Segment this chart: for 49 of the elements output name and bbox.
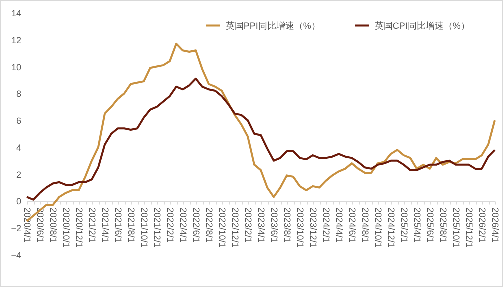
- x-tick-label: 2024/4/1: [334, 208, 344, 243]
- x-tick-label: 2022/10/1: [218, 208, 228, 248]
- x-tick-label: 2024/8/1: [360, 208, 370, 243]
- x-tick-label: 2021/2/1: [88, 208, 98, 243]
- x-tick-label: 2025/2/1: [400, 208, 410, 243]
- x-tick-label: 2024/12/1: [386, 208, 396, 248]
- x-tick-label: 2025/8/1: [438, 208, 448, 243]
- x-tick-label: 2025/10/1: [452, 208, 462, 248]
- y-tick-label: 0: [16, 196, 22, 207]
- x-tick-label: 2022/2/1: [166, 208, 176, 243]
- x-tick-label: 2024/10/1: [374, 208, 384, 248]
- x-tick-label: 2026/4/1: [490, 208, 500, 243]
- x-tick-label: 2025/12/1: [464, 208, 474, 248]
- x-tick-label: 2022/6/1: [192, 208, 202, 243]
- y-tick-label: 4: [16, 142, 22, 153]
- y-tick-label: 6: [16, 116, 22, 126]
- x-tick-label: 2022/12/1: [230, 208, 240, 248]
- y-tick-label: 12: [11, 35, 22, 46]
- x-tick-label: 2020/8/1: [48, 208, 58, 243]
- x-tick-label: 2021/10/1: [140, 208, 150, 248]
- y-tick-label: 8: [16, 89, 22, 100]
- x-tick-label: 2021/6/1: [114, 208, 124, 243]
- y-tick-label: 2: [16, 170, 22, 180]
- y-tick-label: 10: [11, 62, 22, 72]
- legend-label: 英国PPI同比增速（%）: [226, 20, 320, 31]
- legend-label: 英国CPI同比增速（%）: [374, 20, 470, 31]
- y-tick-label: 14: [11, 8, 22, 18]
- x-tick-label: 2023/10/1: [296, 208, 306, 248]
- x-tick-label: 2021/8/1: [126, 208, 136, 243]
- x-tick-label: 2020/12/1: [74, 208, 84, 248]
- x-tick-label: 2024/6/1: [348, 208, 358, 243]
- x-tick-label: 2025/4/1: [412, 208, 422, 243]
- x-tick-label: 2026/2/1: [478, 208, 488, 243]
- x-tick-label: 2022/4/1: [178, 208, 188, 243]
- x-tick-label: 2020/10/1: [62, 208, 72, 248]
- x-tick-label: 2021/12/1: [152, 208, 162, 248]
- x-tick-label: 2023/12/1: [308, 208, 318, 248]
- x-tick-label: 2020/6/1: [36, 208, 46, 243]
- x-tick-label: 2024/2/1: [322, 208, 332, 243]
- x-tick-label: 2021/4/1: [100, 208, 110, 243]
- x-tick-label: 2022/8/1: [204, 208, 214, 243]
- y-tick-label: −4: [11, 250, 22, 260]
- x-tick-label: 2020/4/1: [22, 208, 32, 243]
- x-tick-label: 2023/2/1: [244, 208, 254, 243]
- x-tick-label: 2023/6/1: [270, 208, 280, 243]
- x-tick-label: 2023/4/1: [256, 208, 266, 243]
- x-tick-label: 2023/8/1: [282, 208, 292, 243]
- y-tick-label: −2: [11, 224, 22, 234]
- x-tick-label: 2025/6/1: [426, 208, 436, 243]
